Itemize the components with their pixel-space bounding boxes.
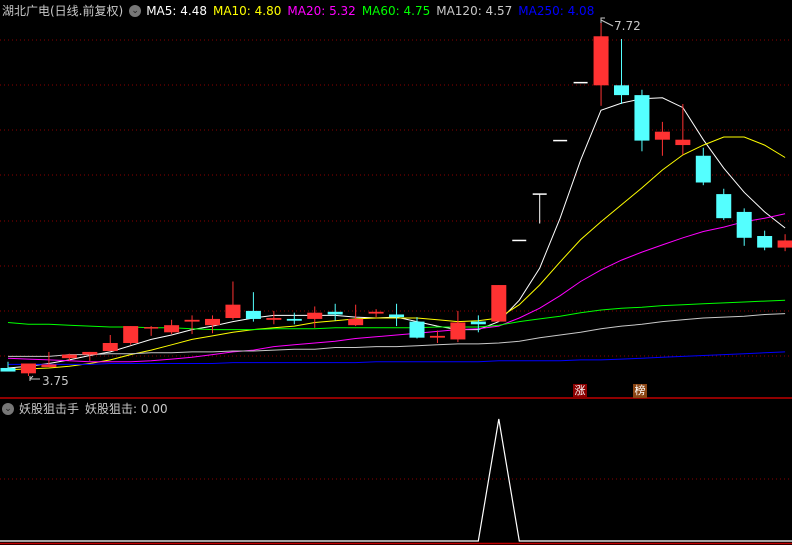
candle-body [634,95,650,141]
ma250-label: MA250: 4.08 [518,3,595,18]
candle [0,361,16,372]
candle-body [675,139,691,146]
candle-body [82,351,98,355]
indicator-value: 妖股狙击: 0.00 [85,402,168,416]
ma120-line [8,313,786,357]
candle [695,147,711,186]
candle [614,38,629,105]
low-annotation: 3.75 [29,374,69,388]
candle-body [368,311,384,314]
candle-body [716,194,732,219]
candle [307,306,323,328]
chevron-down-icon[interactable]: ⌄ [2,402,14,415]
candle [327,303,343,321]
candle [82,351,98,361]
candle [368,309,384,318]
stock-title[interactable]: 湖北广电(日线.前复权) [2,4,124,18]
price-grid [0,39,792,357]
candle-body [450,322,466,340]
low-label: 3.75 [42,374,69,388]
bang-marker[interactable]: 榜 [633,384,647,398]
candle [205,315,220,334]
chevron-down-icon[interactable]: ⌄ [129,4,142,17]
high-label: 7.72 [614,19,641,33]
candle-body [286,318,302,321]
candle-body [429,335,445,338]
candle [409,317,425,339]
candle [634,89,650,152]
candle-body [41,364,57,368]
candlesticks [0,22,792,376]
candle [41,351,57,368]
indicator-name[interactable]: 妖股狙击手 [19,402,80,416]
candle [184,315,200,335]
candle [123,326,139,345]
candle [429,330,445,344]
ma60-label: MA60: 4.75 [361,3,431,18]
candle [348,304,364,327]
candle-body [205,318,220,326]
candle-body [0,367,16,372]
candle [736,208,752,246]
candle-body [593,36,609,86]
ma20-label: MA20: 5.32 [287,3,356,18]
candle-body [491,285,507,322]
candle [716,188,732,220]
candle [491,285,507,322]
candle-body [654,131,670,140]
main-header: 湖北广电(日线.前复权) ⌄ MA5: 4.48 MA10: 4.80 MA20… [2,2,600,19]
candle [20,363,36,376]
candle-body [409,321,425,338]
candle-body [266,318,282,320]
candle-body [327,311,343,315]
candle [144,326,159,336]
candle-body [470,321,486,325]
candle-body [123,326,139,344]
candle [225,281,241,320]
candle-body [102,343,118,352]
candle-body [245,310,261,319]
candle [654,121,670,156]
indicator-header: ⌄ 妖股狙击手 妖股狙击: 0.00 [2,400,174,417]
candle [450,310,466,343]
candle [102,334,118,352]
candle-body [184,319,200,322]
candle [266,310,282,325]
zhang-marker[interactable]: 涨 [573,384,587,398]
ma120-label: MA120: 4.57 [436,3,513,18]
candle-body [736,211,752,238]
candle [245,292,261,322]
indicator-line [0,418,792,542]
candle-body [20,363,36,374]
ma10-label: MA10: 4.80 [212,3,282,18]
candle-body [307,312,323,319]
yaogu-line [0,418,792,542]
candle-body [225,304,241,319]
candle [61,353,77,361]
candle [593,22,609,106]
candle [675,104,691,155]
candle [164,319,180,335]
candle [757,230,773,251]
candle-body [695,155,711,183]
candle [286,312,302,325]
candle-body [61,354,77,359]
candle-body [614,85,629,96]
high-annotation: 7.72 [600,17,641,33]
candle-body [757,236,773,248]
candle [777,234,792,252]
candle-body [777,240,792,248]
ma5-label: MA5: 4.48 [146,3,207,18]
candle [532,193,547,224]
candle-body [164,325,180,333]
candle [389,303,405,327]
candle-body [348,318,364,326]
candle [470,315,486,333]
candle-body [389,314,405,318]
ma20-line [7,213,786,363]
ma250-line [8,351,786,365]
